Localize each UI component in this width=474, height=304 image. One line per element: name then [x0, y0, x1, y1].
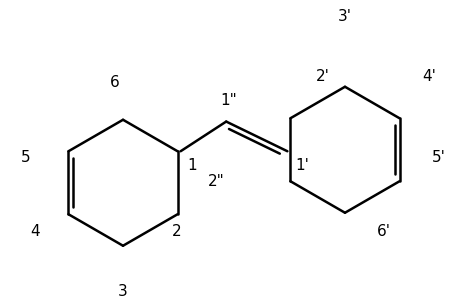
Text: 4': 4' — [422, 69, 436, 84]
Text: 5: 5 — [20, 150, 30, 165]
Text: 2: 2 — [172, 223, 182, 239]
Text: 6': 6' — [377, 223, 391, 239]
Text: 6: 6 — [110, 75, 120, 90]
Text: 3: 3 — [118, 284, 128, 299]
Text: 1': 1' — [296, 157, 310, 173]
Text: 1": 1" — [220, 93, 237, 108]
Text: 2': 2' — [316, 69, 330, 84]
Text: 4: 4 — [31, 223, 40, 239]
Text: 5': 5' — [432, 150, 446, 165]
Text: 2": 2" — [208, 174, 224, 189]
Text: 1: 1 — [188, 157, 198, 173]
Text: 3': 3' — [338, 9, 352, 24]
